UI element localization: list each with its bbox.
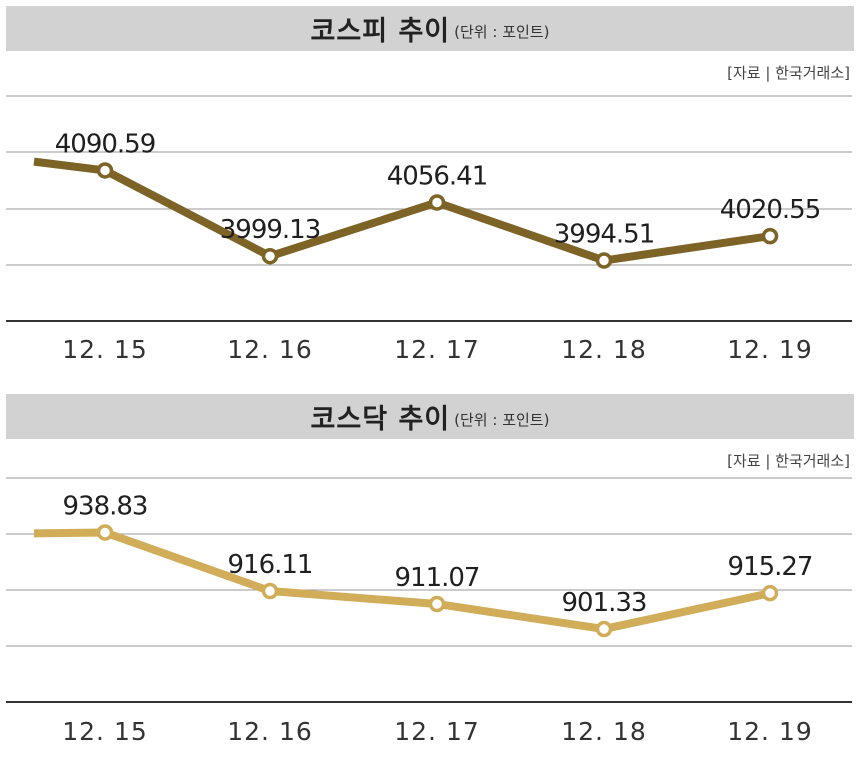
kosdaq-title-bar: 코스닥 추이 (단위 : 포인트) xyxy=(6,394,854,439)
kospi-title-bar: 코스피 추이 (단위 : 포인트) xyxy=(6,6,854,51)
data-point xyxy=(595,252,613,269)
kosdaq-source: [자료 | 한국거래소] xyxy=(727,452,850,470)
x-tick-label: 12. 15 xyxy=(62,717,148,746)
data-label: 4056.41 xyxy=(387,161,488,191)
kospi-source: [자료 | 한국거래소] xyxy=(727,64,850,82)
data-label: 911.07 xyxy=(395,563,480,593)
data-label: 901.33 xyxy=(562,588,647,618)
data-label: 4020.55 xyxy=(720,195,821,225)
x-tick-label: 12. 16 xyxy=(227,717,313,746)
data-label: 915.27 xyxy=(728,552,813,582)
data-point xyxy=(96,524,114,541)
x-tick-label: 12. 17 xyxy=(394,717,480,746)
kosdaq-title: 코스닥 추이 xyxy=(310,404,451,435)
x-tick-label: 12. 15 xyxy=(62,335,148,364)
data-point xyxy=(595,620,613,638)
series-line xyxy=(33,528,771,634)
series-line xyxy=(33,157,771,265)
data-label: 3999.13 xyxy=(220,215,321,245)
data-label: 916.11 xyxy=(228,550,313,580)
x-tick-label: 12. 18 xyxy=(561,335,647,364)
x-tick-label: 12. 19 xyxy=(727,717,813,746)
data-point xyxy=(761,227,779,245)
data-label: 3994.51 xyxy=(554,220,655,250)
kospi-panel: 코스피 추이 (단위 : 포인트) [자료 | 한국거래소] 4090.59 39… xyxy=(0,0,860,380)
data-point xyxy=(761,584,779,602)
kospi-chart: 4090.59 3999.13 4056.41 3994.51 4020.55 12. 1… xyxy=(6,95,852,364)
x-tick-label: 12. 17 xyxy=(394,335,480,364)
kosdaq-unit: (단위 : 포인트) xyxy=(454,411,550,429)
kospi-unit: (단위 : 포인트) xyxy=(454,23,550,41)
data-label: 4090.59 xyxy=(55,129,156,159)
x-tick-label: 12. 19 xyxy=(727,335,813,364)
data-label: 938.83 xyxy=(63,492,148,522)
kosdaq-chart: 938.83 916.11 911.07 901.33 915.27 12. 15 12. … xyxy=(6,477,852,746)
kospi-title: 코스피 추이 xyxy=(310,16,451,47)
kosdaq-panel: 코스닥 추이 (단위 : 포인트) [자료 | 한국거래소] 938.83 916… xyxy=(0,388,860,768)
data-point xyxy=(428,194,446,211)
data-point xyxy=(428,595,446,613)
data-point xyxy=(261,582,279,600)
data-point xyxy=(96,162,114,179)
x-tick-label: 12. 16 xyxy=(227,335,313,364)
x-tick-label: 12. 18 xyxy=(561,717,647,746)
data-point xyxy=(261,247,279,265)
